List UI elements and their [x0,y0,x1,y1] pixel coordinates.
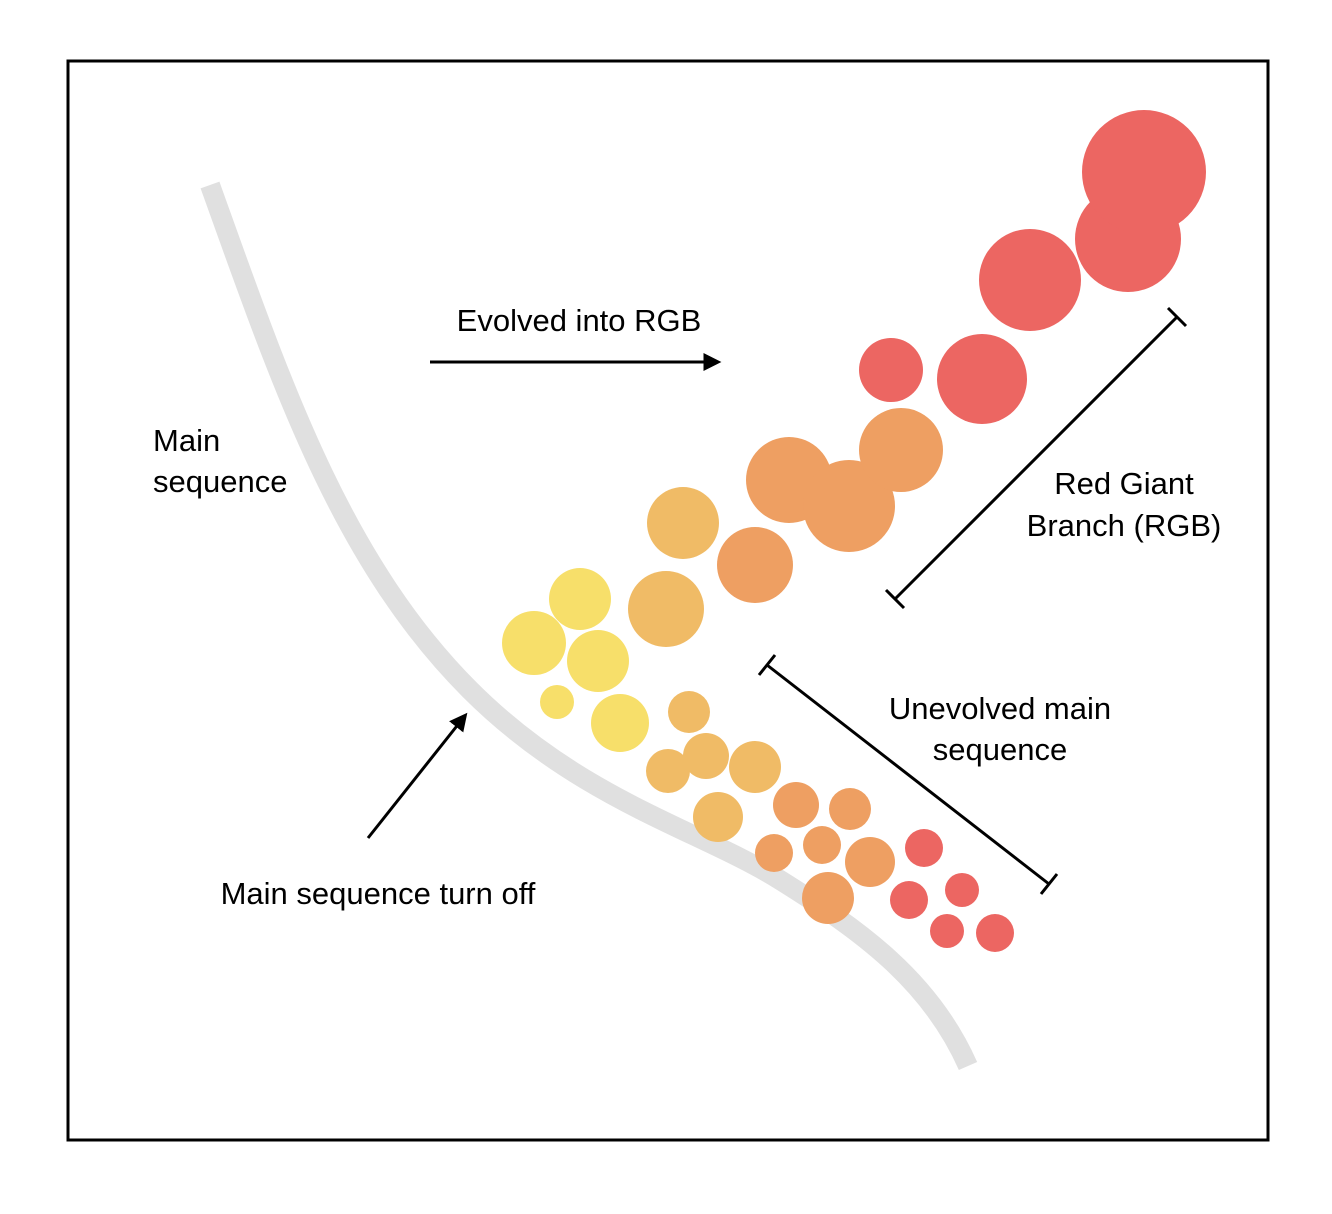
star [890,881,928,919]
turnoff-label: Main sequence turn off [221,876,536,911]
main-sequence-label-line2: sequence [153,464,287,499]
rgb-bracket [884,306,1188,610]
main-sequence-track [200,181,978,1071]
star [647,487,719,559]
rgb-label-line1: Red Giant [1054,466,1194,501]
rgb-star-group [502,110,1206,692]
star [905,829,943,867]
star [859,408,943,492]
unevolved-bracket [757,654,1059,895]
main-sequence-label-line1: Main [153,423,220,458]
evolved-label: Evolved into RGB [457,303,702,338]
star [803,826,841,864]
star [729,741,781,793]
star [930,914,964,948]
star [628,571,704,647]
unevolved-label-line2: sequence [933,732,1067,767]
star [859,338,923,402]
unevolved-star-group [540,685,1014,952]
star [717,527,793,603]
star [646,749,690,793]
star [693,792,743,842]
star [502,611,566,675]
star [683,733,729,779]
star [937,334,1027,424]
frame-border [66,59,1270,1142]
star [540,685,574,719]
star [829,788,871,830]
star [755,834,793,872]
unevolved-label-line1: Unevolved main [889,691,1111,726]
rgb-label-line2: Branch (RGB) [1027,508,1222,543]
star [976,914,1014,952]
star [1082,110,1206,234]
star [668,691,710,733]
star [845,837,895,887]
star [773,782,819,828]
star [802,872,854,924]
star [945,873,979,907]
star [803,460,895,552]
star [549,568,611,630]
star [979,229,1081,331]
star [591,694,649,752]
star [567,630,629,692]
turnoff-arrow [366,712,468,839]
